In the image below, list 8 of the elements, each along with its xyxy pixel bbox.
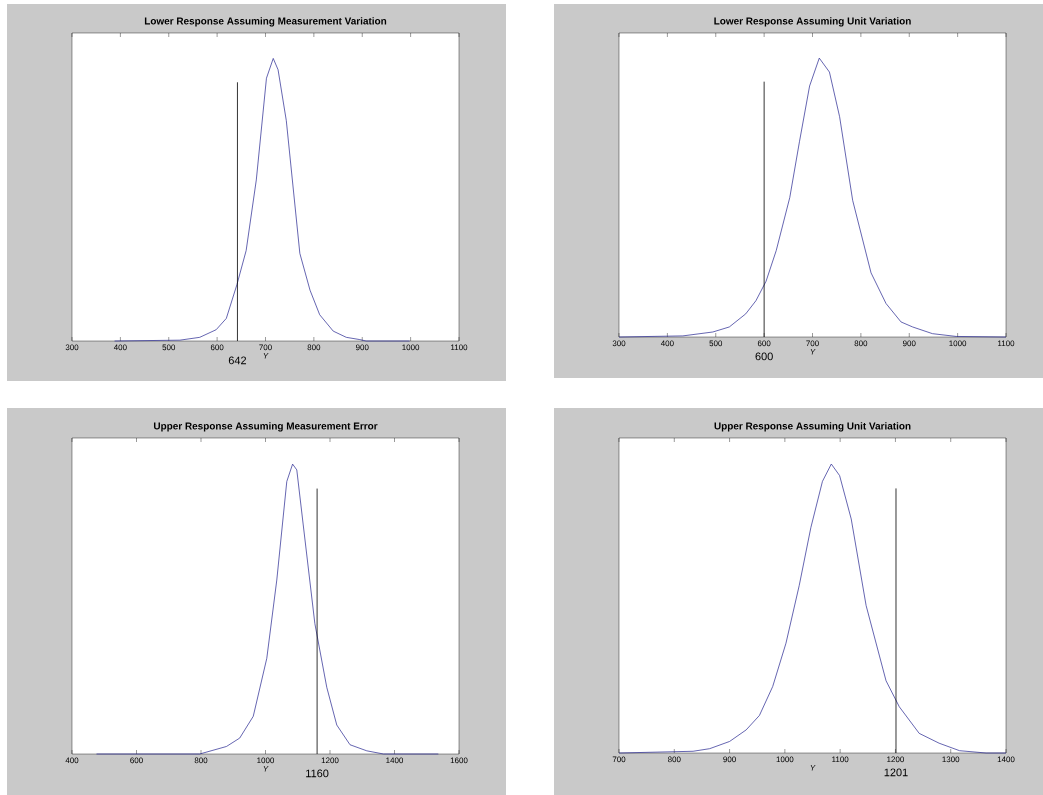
chart-title: Upper Response Assuming Measurement Error xyxy=(153,422,378,432)
chart-title: Upper Response Assuming Unit Variation xyxy=(714,422,911,432)
ref-line-label: 642 xyxy=(228,356,247,365)
ref-line-label: 1201 xyxy=(884,768,908,777)
ref-line-label: 600 xyxy=(755,352,773,361)
ref-line-label: 1160 xyxy=(306,769,329,778)
chart-title: Lower Response Assuming Measurement Variation xyxy=(144,17,387,27)
chart-title: Lower Response Assuming Unit Variation xyxy=(714,17,911,27)
